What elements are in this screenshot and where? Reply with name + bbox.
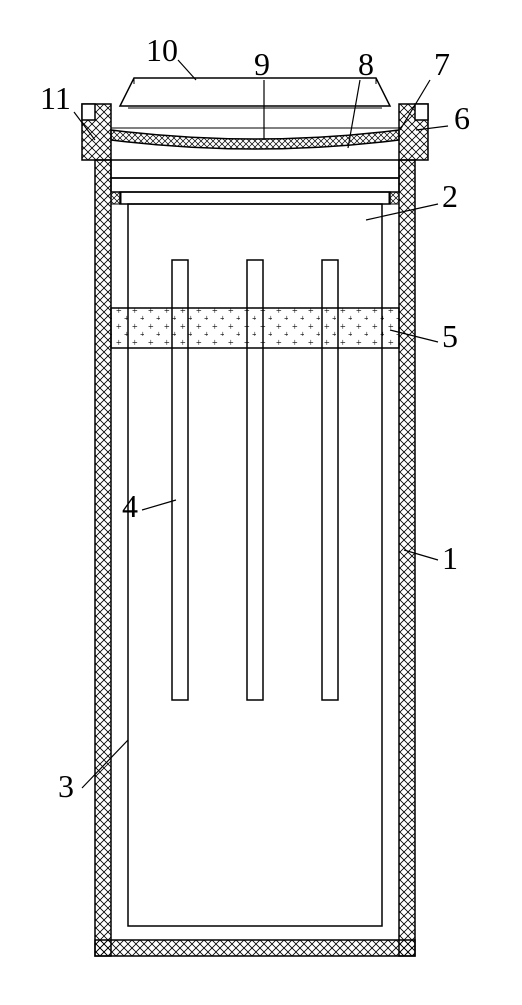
outer-container: [95, 160, 415, 956]
label-5: 5: [442, 318, 458, 355]
diagram-svg: + +: [0, 0, 522, 1000]
dotted-band: [111, 308, 399, 348]
technical-diagram: + +: [0, 0, 522, 1000]
membrane: [111, 128, 399, 160]
label-1: 1: [442, 540, 458, 577]
label-10: 10: [146, 32, 178, 69]
label-3: 3: [58, 768, 74, 805]
label-6: 6: [454, 100, 470, 137]
label-11: 11: [40, 80, 71, 117]
label-4: 4: [122, 488, 138, 525]
label-7: 7: [434, 46, 450, 83]
leader-lines: [74, 60, 448, 788]
label-8: 8: [358, 46, 374, 83]
label-2: 2: [442, 178, 458, 215]
seal-area: [111, 160, 399, 204]
label-9: 9: [254, 46, 270, 83]
